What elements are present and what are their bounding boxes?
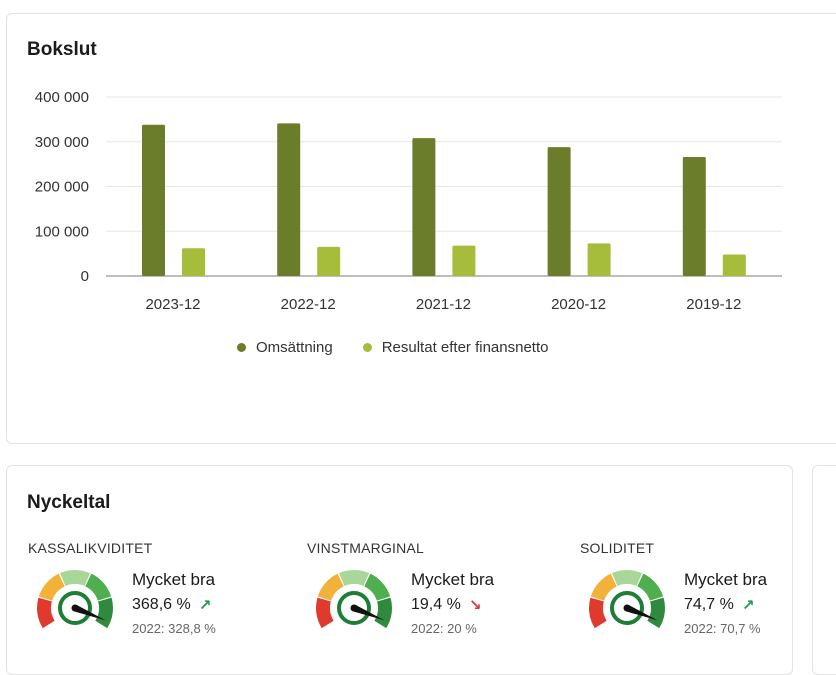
y-tick-label: 400 000: [35, 89, 89, 106]
legend-label-resultat: Resultat efter finansnetto: [381, 339, 549, 356]
gauge-segment: [316, 597, 334, 629]
kpi-kassalikviditet: KASSALIKVIDITET Mycket bra 368,6 % ↗ 202…: [28, 540, 268, 636]
kpi-soliditet: SOLIDITET Mycket bra 74,7 % ↗ 2022: 70,7…: [580, 540, 820, 636]
trend-up-icon: ↗: [198, 597, 212, 614]
gauge-segment: [59, 570, 91, 586]
bar-resultat-2020-12[interactable]: [587, 243, 611, 276]
kpi-rating: Mycket bra: [132, 570, 216, 589]
legend-dot-resultat: [362, 343, 372, 352]
gauge-segment: [338, 570, 370, 586]
bar-omsattning-2020-12[interactable]: [547, 147, 571, 276]
kpi-vinstmarginal: VINSTMARGINAL Mycket bra 19,4 % ↘ 2022: …: [307, 540, 547, 636]
legend-label-omsattning: Omsättning: [256, 339, 333, 356]
bokslut-card: Bokslut 0 100 000 200 000 300 000 400 000 202…: [6, 13, 836, 444]
bar-omsattning-2022-12[interactable]: [277, 123, 301, 276]
kpi-rating: Mycket bra: [411, 570, 495, 589]
y-tick-label: 200 000: [35, 179, 89, 196]
kpi-previous-year: 2022: 70,7 %: [684, 621, 761, 636]
x-tick-label: 2022-12: [281, 296, 336, 313]
bar-resultat-2022-12[interactable]: [317, 246, 341, 276]
gauge-segment: [317, 573, 344, 601]
gauge-segment: [85, 573, 112, 601]
bar-omsattning-2021-12[interactable]: [412, 138, 436, 276]
bar-omsattning-2023-12[interactable]: [142, 124, 165, 277]
y-tick-label: 0: [81, 268, 89, 285]
gauge-needle: [625, 604, 658, 621]
chart-legend: Omsättning Resultat efter finansnetto: [237, 339, 548, 356]
gauge-segment: [590, 573, 617, 601]
bar-omsattning-2019-12[interactable]: [682, 156, 706, 276]
gauge-segment: [364, 573, 391, 601]
gauge-segment: [647, 597, 665, 629]
gauge-segment: [38, 573, 65, 601]
bar-resultat-2021-12[interactable]: [452, 245, 476, 276]
x-tick-label: 2021-12: [416, 296, 471, 313]
trend-up-icon: ↗: [741, 597, 755, 614]
gauge-icon: [316, 570, 392, 629]
gauge-icon: [589, 570, 665, 629]
gauge-needle: [73, 604, 106, 621]
kpi-value: 74,7 %: [684, 596, 734, 613]
gauge-segment: [637, 573, 664, 601]
gauge-segment: [589, 597, 607, 629]
trend-down-icon: ↘: [468, 597, 482, 614]
kpi-rating: Mycket bra: [684, 570, 768, 589]
nyckeltal-card: Nyckeltal KASSALIKVIDITET Mycket bra 368…: [6, 465, 793, 675]
kpi-previous-year: 2022: 328,8 %: [132, 621, 216, 636]
legend-dot-omsattning: [237, 343, 246, 352]
bokslut-title: Bokslut: [27, 39, 97, 60]
gauge-segment: [374, 597, 392, 629]
gauge-segment: [611, 570, 643, 586]
bar-resultat-2023-12[interactable]: [182, 248, 205, 276]
gauge-needle: [352, 604, 385, 621]
nyckeltal-title: Nyckeltal: [27, 492, 111, 513]
kpi-value: 368,6 %: [132, 596, 191, 613]
legend-item-resultat[interactable]: Resultat efter finansnetto: [362, 339, 549, 356]
gauge-segment: [37, 597, 55, 629]
kpi-label: VINSTMARGINAL: [307, 540, 424, 556]
bar-resultat-2019-12[interactable]: [722, 254, 746, 276]
kpi-label: KASSALIKVIDITET: [28, 540, 153, 556]
y-tick-label: 300 000: [35, 134, 89, 151]
x-tick-label: 2020-12: [551, 296, 606, 313]
x-tick-label: 2019-12: [686, 296, 741, 313]
next-card-edge: [812, 465, 836, 675]
x-tick-label: 2023-12: [145, 296, 200, 313]
legend-item-omsattning[interactable]: Omsättning: [237, 339, 333, 356]
y-tick-label: 100 000: [35, 223, 89, 240]
gauge-needle-pivot: [350, 604, 358, 612]
kpi-previous-year: 2022: 20 %: [411, 621, 477, 636]
gauge-needle-pivot: [623, 604, 631, 612]
gauge-segment: [95, 597, 114, 629]
gauge-icon: [37, 570, 114, 629]
kpi-value: 19,4 %: [411, 596, 461, 613]
gauge-needle-pivot: [71, 604, 79, 612]
kpi-label: SOLIDITET: [580, 540, 655, 556]
bokslut-chart: 0 100 000 200 000 300 000 400 000 2023-12 2022…: [35, 89, 782, 313]
